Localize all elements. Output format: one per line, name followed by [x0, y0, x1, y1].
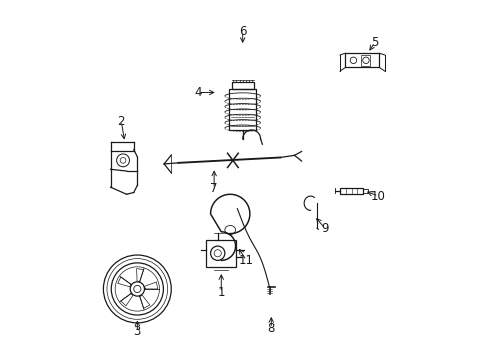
Bar — [205, 240, 236, 267]
Bar — [345, 53, 379, 67]
Bar — [363, 189, 367, 193]
Bar — [360, 55, 369, 66]
Text: 8: 8 — [267, 322, 274, 335]
Bar — [231, 82, 253, 89]
Text: 1: 1 — [217, 286, 224, 299]
Bar — [229, 89, 256, 130]
Text: 9: 9 — [321, 222, 328, 235]
Text: 4: 4 — [194, 86, 202, 99]
Text: 10: 10 — [370, 190, 385, 203]
Text: 3: 3 — [133, 325, 141, 338]
Text: 5: 5 — [370, 36, 378, 49]
Text: 2: 2 — [117, 114, 125, 127]
Text: 7: 7 — [210, 183, 218, 195]
Text: 11: 11 — [238, 254, 253, 267]
Bar — [339, 188, 363, 194]
Text: 6: 6 — [239, 25, 246, 38]
